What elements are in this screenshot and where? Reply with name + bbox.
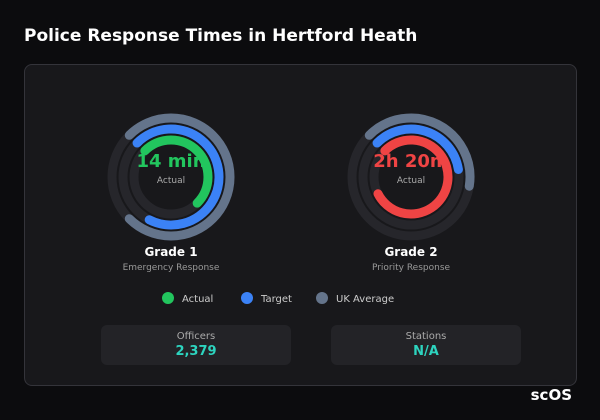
legend-swatch: [316, 292, 328, 304]
stat-value: N/A: [413, 344, 439, 359]
title: Police Response Times in Hertford Heath: [24, 26, 418, 46]
legend-label: UK Average: [336, 294, 394, 305]
ring-arc: [132, 124, 224, 230]
gauge-value: 14 min: [136, 151, 205, 172]
ring-arc: [124, 113, 235, 241]
gauge-caption: Actual: [157, 176, 185, 186]
ring-arc: [140, 135, 213, 208]
gauge-subtitle: Priority Response: [372, 263, 451, 273]
stat-label: Officers: [176, 331, 216, 342]
legend-label: Actual: [182, 294, 213, 305]
stat-value: 2,379: [175, 344, 217, 359]
gauge-value: 2h 20m: [373, 151, 448, 172]
gauge-subtitle: Emergency Response: [123, 263, 220, 273]
legend-label: Target: [260, 294, 292, 305]
stat-card: Officers 2,379: [101, 325, 291, 365]
gauge-caption: Actual: [397, 176, 425, 186]
legend-swatch: [162, 292, 174, 304]
ring-arc: [373, 135, 453, 219]
gauge-title: Grade 2: [384, 245, 437, 259]
legend-swatch: [241, 292, 253, 304]
stat-card: Stations N/A: [331, 325, 521, 365]
gauge-title: Grade 1: [144, 245, 197, 259]
ring-arc: [364, 113, 475, 191]
stat-label: Stations: [405, 331, 447, 342]
ring-arc: [372, 124, 463, 174]
brand: scOS: [530, 386, 572, 404]
